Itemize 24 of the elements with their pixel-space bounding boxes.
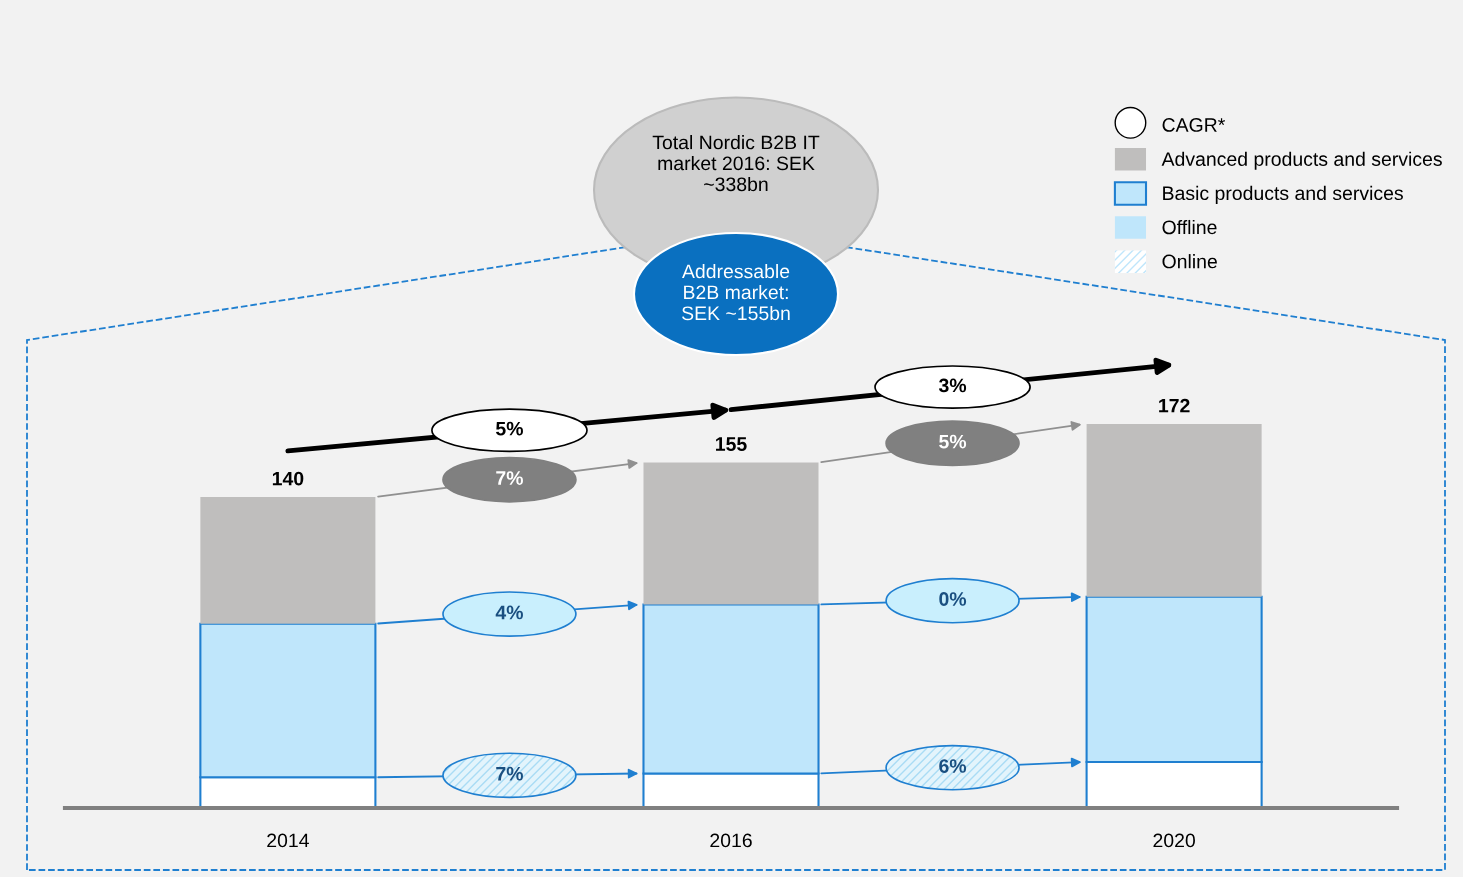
annotation: 140: [272, 471, 304, 486]
x-tick-label: 2020: [1153, 833, 1195, 848]
annotation: 155: [716, 437, 747, 451]
x-tick-label: 2014: [267, 833, 309, 848]
legend-label: Offline: [1162, 219, 1217, 235]
bar: [643, 462, 819, 605]
legend-label: Advanced products and services: [1161, 151, 1442, 170]
annotation: 7%: [496, 766, 523, 781]
annotation: 4%: [495, 605, 523, 620]
text: 3%: [938, 378, 967, 393]
annotation: 5%: [939, 434, 967, 449]
x-tick-label: 2016: [710, 833, 752, 848]
bar: [1086, 424, 1262, 597]
bar: [200, 496, 376, 624]
annotation: 5%: [495, 421, 523, 436]
annotation: 7%: [496, 471, 523, 485]
chart-title: Total Nordic B2B IT market 2016: SEK ~338bn: [652, 135, 820, 192]
annotation: 6%: [939, 759, 967, 773]
annotation: 0%: [939, 592, 967, 606]
text: Basic products and services: [1163, 185, 1403, 204]
text: 172: [1159, 398, 1190, 413]
text: Online: [1162, 254, 1217, 269]
chart-subtitle: Addressable B2B market: SEK ~155bn: [682, 263, 790, 321]
text: CAGR*: [1162, 118, 1226, 132]
